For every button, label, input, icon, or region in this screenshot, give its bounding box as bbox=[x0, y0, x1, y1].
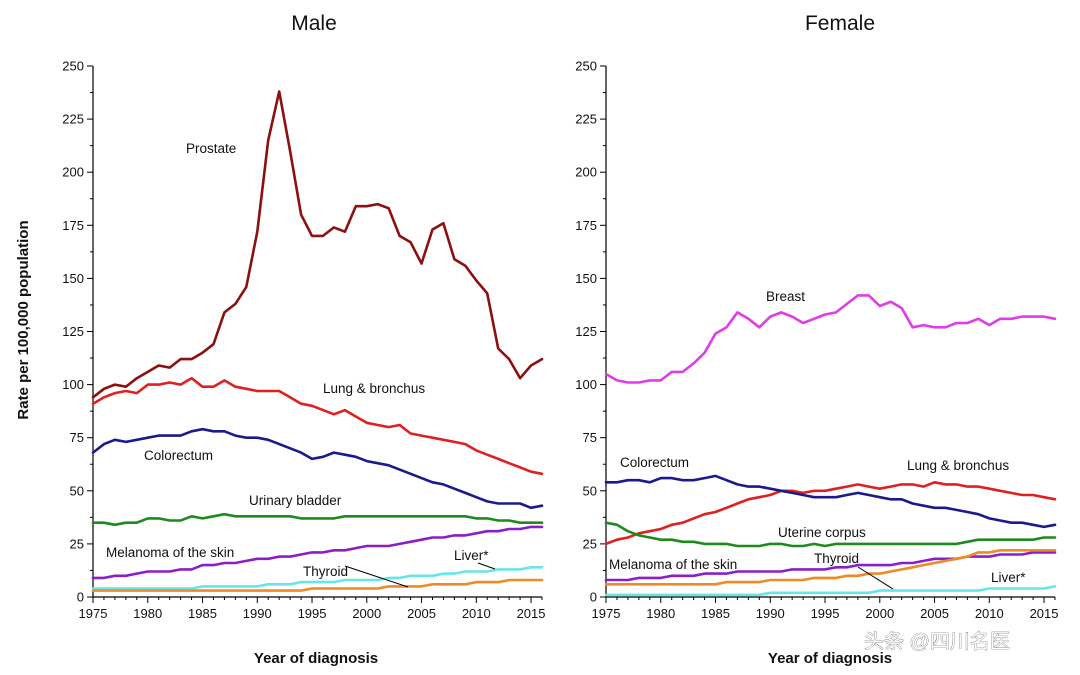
series-line-urinary-bladder bbox=[91, 512, 544, 527]
series-line-melanoma-of-the-skin bbox=[91, 525, 544, 580]
x-tick-label: 1995 bbox=[811, 606, 840, 621]
male-y-axis-label: Rate per 100,000 population bbox=[15, 220, 32, 419]
x-tick-label: 1975 bbox=[592, 606, 621, 621]
y-tick-label: 200 bbox=[575, 165, 597, 180]
y-tick-label: 175 bbox=[62, 218, 84, 233]
x-tick-label: 1985 bbox=[701, 606, 730, 621]
series-label-urinary-bladder: Urinary bladder bbox=[249, 493, 342, 508]
series-label-lung-bronchus-f: Lung & bronchus bbox=[907, 458, 1009, 473]
x-tick-label: 2010 bbox=[975, 606, 1004, 621]
series-line-uterine-corpus bbox=[604, 521, 1057, 548]
series-line-melanoma-of-the-skin bbox=[604, 551, 1057, 582]
series-label-uterine-corpus: Uterine corpus bbox=[778, 525, 866, 540]
thyroid-label-leader bbox=[344, 565, 409, 588]
series-line-prostate bbox=[91, 90, 544, 399]
series-line-liver bbox=[604, 585, 1057, 597]
female-series-lines bbox=[604, 294, 1057, 597]
y-tick-label: 200 bbox=[62, 165, 84, 180]
thyroid-f-label-leader bbox=[857, 566, 894, 590]
series-line-breast bbox=[604, 294, 1057, 384]
x-tick-label: 2005 bbox=[920, 606, 949, 621]
series-label-lung-bronchus: Lung & bronchus bbox=[323, 381, 425, 396]
x-tick-label: 2005 bbox=[407, 606, 436, 621]
y-tick-label: 75 bbox=[70, 430, 84, 445]
series-line-thyroid bbox=[604, 548, 1057, 586]
x-tick-label: 1990 bbox=[243, 606, 272, 621]
y-tick-label: 50 bbox=[583, 483, 597, 498]
y-tick-label: 25 bbox=[70, 536, 84, 551]
series-line-liver bbox=[91, 565, 544, 590]
series-line-colorectum bbox=[604, 474, 1057, 529]
x-tick-label: 2000 bbox=[865, 606, 894, 621]
female-x-axis-label: Year of diagnosis bbox=[768, 650, 892, 667]
y-tick-label: 125 bbox=[575, 324, 597, 339]
y-tick-label: 125 bbox=[62, 324, 84, 339]
female-chart-title: Female bbox=[805, 12, 875, 35]
y-tick-label: 250 bbox=[575, 59, 597, 74]
male-chart: Male Year of diagnosis Rate per 100,000 … bbox=[15, 12, 546, 667]
y-tick-label: 250 bbox=[62, 59, 84, 74]
x-tick-label: 1985 bbox=[188, 606, 217, 621]
series-label-liver: Liver* bbox=[454, 548, 489, 563]
y-tick-label: 0 bbox=[77, 590, 84, 605]
x-tick-label: 1990 bbox=[756, 606, 785, 621]
x-tick-label: 2015 bbox=[517, 606, 546, 621]
series-label-melanoma: Melanoma of the skin bbox=[106, 545, 234, 560]
male-axes: 0 25 50 75 100 125 150 175 200 225 250 1975 1980 1985… bbox=[62, 59, 545, 622]
y-tick-label: 225 bbox=[62, 112, 84, 127]
y-tick-label: 75 bbox=[583, 430, 597, 445]
x-tick-label: 2010 bbox=[462, 606, 491, 621]
male-series-labels: Prostate Lung & bronchus Colorectum Urin… bbox=[106, 141, 496, 588]
series-line-lung-bronchus bbox=[91, 376, 544, 476]
x-tick-label: 2015 bbox=[1030, 606, 1059, 621]
y-tick-label: 150 bbox=[62, 271, 84, 286]
y-tick-label: 225 bbox=[575, 112, 597, 127]
series-label-colorectum-f: Colorectum bbox=[620, 455, 689, 470]
series-line-thyroid bbox=[91, 578, 544, 592]
male-chart-title: Male bbox=[291, 12, 337, 35]
series-label-liver-f: Liver* bbox=[991, 570, 1026, 585]
series-label-thyroid-f: Thyroid bbox=[814, 551, 859, 566]
series-label-thyroid: Thyroid bbox=[303, 564, 348, 579]
watermark-text: 头条 @四川名医 bbox=[864, 630, 1010, 653]
female-chart: Female Year of diagnosis 0 25 50 75 100 125 15… bbox=[575, 12, 1058, 667]
liver-label-leader bbox=[477, 562, 496, 570]
series-label-melanoma-f: Melanoma of the skin bbox=[609, 557, 737, 572]
female-axes: 0 25 50 75 100 125 150 175 200 225 250 1975 1980 1985… bbox=[575, 59, 1058, 622]
y-tick-label: 0 bbox=[590, 590, 597, 605]
y-tick-label: 150 bbox=[575, 271, 597, 286]
series-label-colorectum: Colorectum bbox=[144, 448, 213, 463]
y-tick-label: 50 bbox=[70, 483, 84, 498]
male-series-lines bbox=[91, 90, 544, 592]
male-x-axis-label: Year of diagnosis bbox=[254, 650, 378, 667]
y-tick-label: 25 bbox=[583, 536, 597, 551]
y-tick-label: 100 bbox=[62, 377, 84, 392]
series-label-prostate: Prostate bbox=[186, 141, 236, 156]
x-tick-label: 1995 bbox=[298, 606, 327, 621]
female-series-labels: Breast Colorectum Lung & bronchus Uterin… bbox=[609, 289, 1026, 590]
x-tick-label: 1980 bbox=[646, 606, 675, 621]
y-tick-label: 175 bbox=[575, 218, 597, 233]
y-tick-label: 100 bbox=[575, 377, 597, 392]
x-tick-label: 2000 bbox=[352, 606, 381, 621]
series-label-breast: Breast bbox=[766, 289, 805, 304]
x-tick-label: 1975 bbox=[79, 606, 108, 621]
x-tick-label: 1980 bbox=[133, 606, 162, 621]
series-line-lung-bronchus bbox=[604, 480, 1057, 546]
series-line-colorectum bbox=[91, 427, 544, 510]
